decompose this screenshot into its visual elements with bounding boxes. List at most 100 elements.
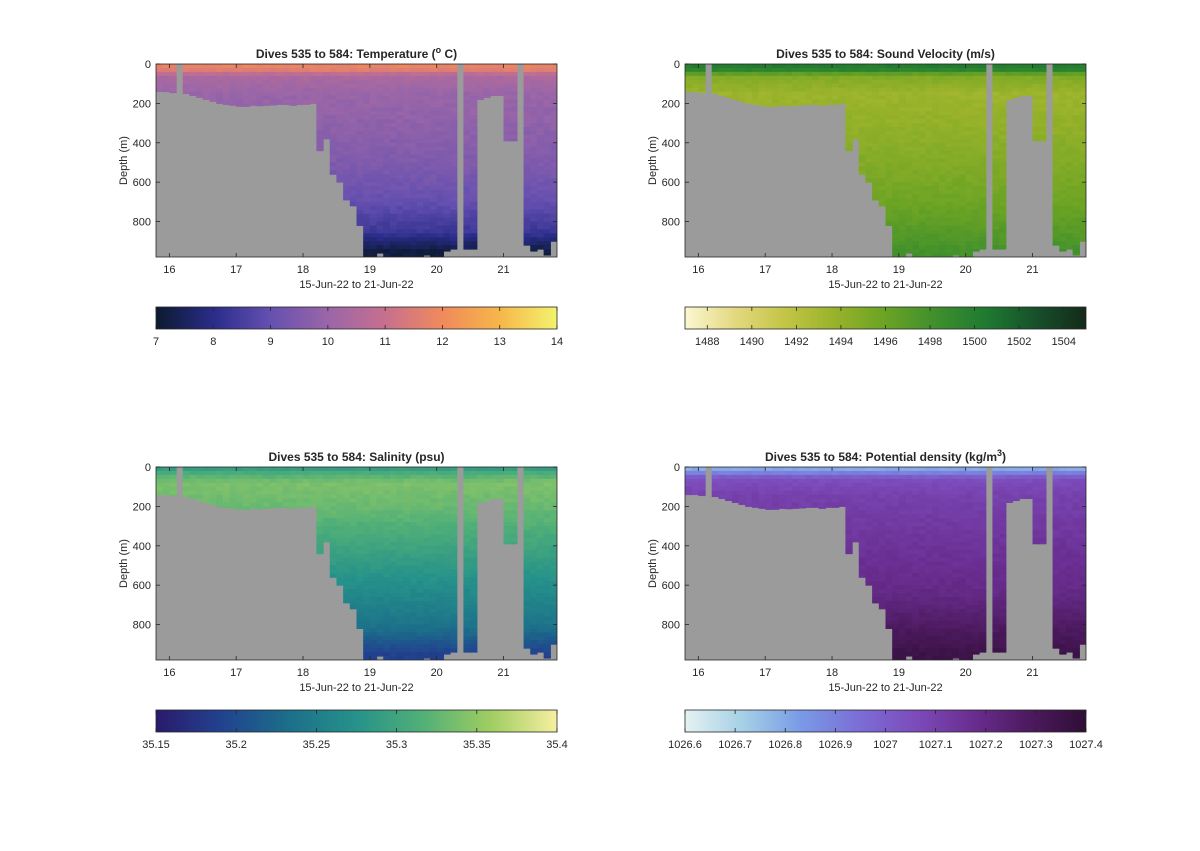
- data-cell: [396, 486, 404, 492]
- data-cell: [885, 205, 893, 211]
- data-cell: [423, 530, 431, 535]
- data-cell: [932, 178, 940, 183]
- data-cell: [778, 467, 786, 472]
- data-cell: [510, 510, 518, 515]
- data-cell: [905, 201, 913, 207]
- data-cell: [718, 83, 726, 89]
- data-cell: [356, 87, 364, 93]
- data-cell: [530, 146, 538, 152]
- data-cell: [550, 565, 557, 570]
- data-cell: [892, 205, 900, 211]
- data-cell: [349, 197, 358, 203]
- data-cell: [430, 470, 438, 476]
- data-cell: [925, 107, 933, 112]
- data-cell: [1079, 158, 1086, 163]
- data-cell: [182, 470, 191, 476]
- data-cell: [872, 197, 880, 201]
- data-cell: [959, 64, 967, 69]
- data-cell: [510, 127, 518, 132]
- data-cell: [992, 71, 1000, 77]
- data-cell: [1065, 99, 1074, 104]
- data-cell: [363, 470, 371, 476]
- data-cell: [959, 205, 967, 211]
- data-cell: [1052, 213, 1060, 219]
- data-cell: [765, 486, 773, 492]
- data-cell: [530, 616, 538, 622]
- data-cell: [443, 71, 451, 77]
- data-cell: [409, 67, 418, 73]
- data-cell: [409, 565, 418, 570]
- data-cell: [369, 577, 378, 582]
- data-cell: [376, 87, 384, 93]
- data-cell: [898, 229, 907, 234]
- data-cell: [898, 150, 907, 156]
- data-cell: [229, 498, 237, 503]
- data-cell: [403, 557, 411, 563]
- data-cell: [503, 470, 511, 476]
- data-cell: [892, 217, 900, 223]
- data-cell: [443, 146, 451, 152]
- data-cell: [918, 201, 927, 207]
- data-cell: [938, 130, 947, 136]
- data-cell: [389, 545, 398, 551]
- data-cell: [376, 545, 384, 551]
- data-cell: [898, 64, 907, 69]
- data-cell: [403, 225, 411, 230]
- data-cell: [169, 79, 177, 85]
- data-cell: [805, 87, 813, 93]
- data-cell: [691, 75, 699, 81]
- data-cell: [965, 209, 973, 215]
- data-cell: [832, 79, 840, 85]
- data-cell: [443, 537, 451, 543]
- data-cell: [463, 482, 471, 488]
- data-cell: [409, 604, 418, 610]
- data-cell: [818, 67, 826, 73]
- data-cell: [858, 154, 867, 160]
- data-cell: [303, 486, 311, 492]
- data-cell: [771, 99, 780, 104]
- data-cell: [523, 541, 531, 547]
- data-cell: [952, 213, 960, 219]
- data-cell: [450, 162, 458, 167]
- data-cell: [202, 474, 211, 480]
- data-cell: [356, 470, 364, 476]
- data-cell: [363, 490, 371, 496]
- data-cell: [383, 162, 391, 167]
- data-cell: [336, 87, 344, 93]
- data-cell: [409, 182, 418, 187]
- data-cell: [530, 581, 538, 586]
- data-cell: [536, 537, 545, 543]
- data-cell: [289, 486, 297, 492]
- data-cell: [758, 103, 766, 106]
- data-cell: [396, 87, 404, 93]
- data-cell: [436, 253, 444, 257]
- data-cell: [323, 107, 331, 112]
- data-cell: [530, 213, 538, 219]
- data-cell: [999, 79, 1007, 85]
- data-cell: [443, 79, 451, 85]
- data-cell: [550, 561, 557, 566]
- data-cell: [1052, 134, 1060, 140]
- data-cell: [376, 221, 384, 226]
- data-cell: [403, 119, 411, 124]
- data-cell: [878, 162, 887, 167]
- data-cell: [999, 87, 1007, 93]
- data-cell: [932, 182, 940, 187]
- data-cell: [349, 589, 358, 594]
- data-cell: [979, 71, 987, 77]
- data-cell: [309, 490, 317, 496]
- data-cell: [805, 478, 813, 484]
- data-cell: [416, 91, 424, 97]
- data-cell: [470, 557, 478, 563]
- data-cell: [490, 71, 498, 77]
- data-cell: [409, 229, 418, 234]
- data-cell: [470, 553, 478, 559]
- data-cell: [536, 154, 545, 160]
- data-cell: [470, 233, 478, 238]
- data-cell: [872, 119, 880, 124]
- data-cell: [758, 95, 766, 100]
- data-cell: [898, 178, 907, 183]
- data-cell: [925, 182, 933, 187]
- data-cell: [363, 134, 371, 140]
- data-cell: [396, 624, 404, 629]
